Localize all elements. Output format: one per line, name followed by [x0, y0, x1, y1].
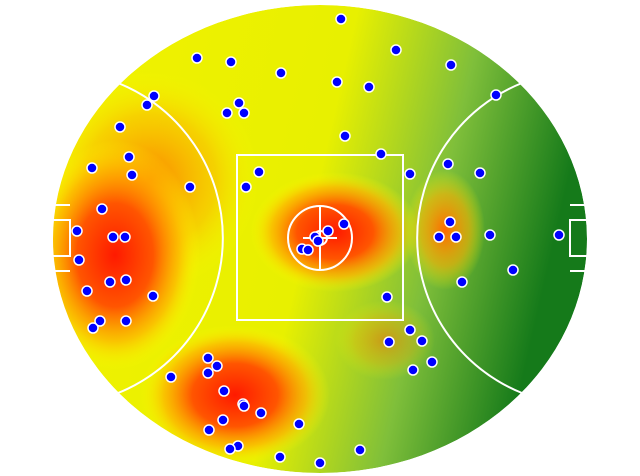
- player-point: [335, 13, 347, 25]
- player-point: [120, 274, 132, 286]
- player-point: [224, 443, 236, 455]
- player-point: [312, 235, 324, 247]
- player-point: [141, 99, 153, 111]
- player-point: [407, 364, 419, 376]
- player-point: [81, 285, 93, 297]
- player-point: [253, 166, 265, 178]
- player-point: [225, 56, 237, 68]
- player-point: [73, 254, 85, 266]
- player-point: [203, 424, 215, 436]
- player-point: [433, 231, 445, 243]
- player-point: [148, 90, 160, 102]
- player-point: [147, 290, 159, 302]
- player-point: [490, 89, 502, 101]
- player-point: [96, 203, 108, 215]
- player-point: [94, 315, 106, 327]
- player-point: [238, 400, 250, 412]
- player-point: [354, 444, 366, 456]
- player-point: [233, 97, 245, 109]
- player-point: [211, 360, 223, 372]
- player-point: [120, 315, 132, 327]
- player-point: [274, 451, 286, 463]
- player-point: [331, 76, 343, 88]
- player-point: [445, 59, 457, 71]
- player-point: [314, 457, 326, 469]
- player-point: [104, 276, 116, 288]
- player-point: [322, 225, 334, 237]
- player-point: [119, 231, 131, 243]
- player-point: [474, 167, 486, 179]
- player-point: [255, 407, 267, 419]
- player-point: [202, 367, 214, 379]
- player-point: [381, 291, 393, 303]
- player-point: [375, 148, 387, 160]
- player-point: [450, 231, 462, 243]
- player-point: [126, 169, 138, 181]
- player-point: [191, 52, 203, 64]
- player-point: [383, 336, 395, 348]
- player-point: [442, 158, 454, 170]
- player-point: [404, 168, 416, 180]
- player-point: [507, 264, 519, 276]
- player-point: [339, 130, 351, 142]
- player-point: [114, 121, 126, 133]
- player-point: [363, 81, 375, 93]
- player-point: [202, 352, 214, 364]
- player-point: [275, 67, 287, 79]
- player-point: [184, 181, 196, 193]
- player-point: [217, 414, 229, 426]
- player-point: [123, 151, 135, 163]
- player-point: [484, 229, 496, 241]
- player-point: [444, 216, 456, 228]
- player-point: [293, 418, 305, 430]
- player-point: [238, 107, 250, 119]
- player-point: [71, 225, 83, 237]
- player-point: [426, 356, 438, 368]
- player-point: [107, 231, 119, 243]
- player-point: [218, 385, 230, 397]
- player-point: [553, 229, 565, 241]
- player-point: [416, 335, 428, 347]
- player-point: [404, 324, 416, 336]
- player-point: [302, 244, 314, 256]
- player-point: [240, 181, 252, 193]
- player-point: [86, 162, 98, 174]
- player-point: [338, 218, 350, 230]
- player-point: [165, 371, 177, 383]
- field-lines: [53, 82, 587, 394]
- player-point: [456, 276, 468, 288]
- player-point: [87, 322, 99, 334]
- player-point: [390, 44, 402, 56]
- player-point: [221, 107, 233, 119]
